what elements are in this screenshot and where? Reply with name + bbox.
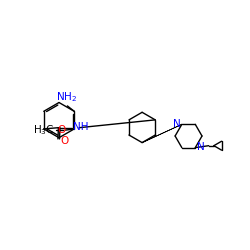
Text: H$_3$C: H$_3$C [33, 123, 55, 137]
Text: NH$_2$: NH$_2$ [56, 90, 77, 104]
Text: O: O [60, 136, 68, 146]
Text: O: O [58, 125, 66, 135]
Text: NH: NH [73, 122, 88, 132]
Polygon shape [142, 124, 182, 143]
Text: N: N [172, 119, 180, 129]
Text: N: N [197, 142, 204, 152]
